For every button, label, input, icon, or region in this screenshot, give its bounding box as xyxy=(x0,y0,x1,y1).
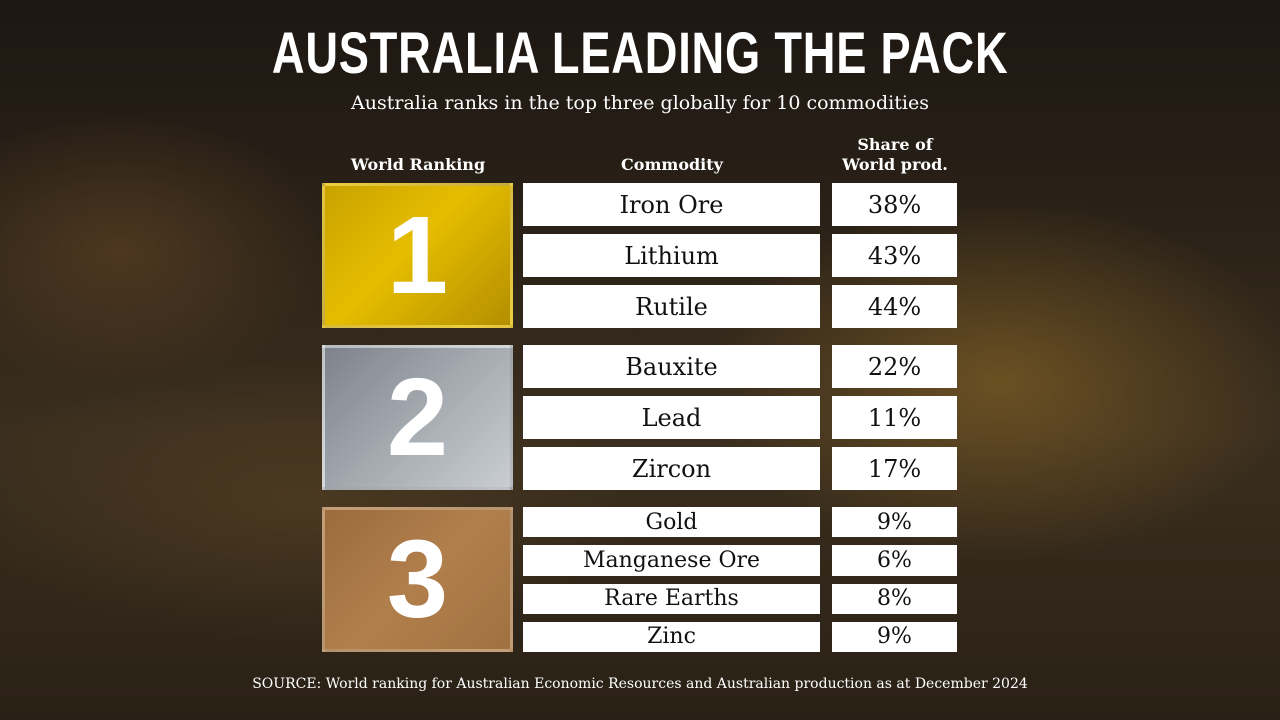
share-cell: 9% xyxy=(832,507,957,538)
commodity-cell: Rare Earths xyxy=(523,583,820,614)
subtitle: Australia ranks in the top three globall… xyxy=(351,92,929,114)
share-cell: 38% xyxy=(832,183,957,226)
rank-badge: 3 xyxy=(322,507,513,652)
column-header: World Ranking xyxy=(350,155,486,174)
commodity-cell: Bauxite xyxy=(523,345,820,388)
share-cell: 44% xyxy=(832,285,957,328)
title-text: AUSTRALIA LEADING THE PACK xyxy=(271,21,1009,86)
commodity-cell: Iron Ore xyxy=(523,183,820,226)
commodity-cell: Manganese Ore xyxy=(523,545,820,576)
commodity-cell: Gold xyxy=(523,507,820,538)
share-cell: 9% xyxy=(832,621,957,652)
commodity-cell: Zinc xyxy=(523,621,820,652)
share-cell: 17% xyxy=(832,447,957,490)
commodity-cell: Lithium xyxy=(523,234,820,277)
rank-badge: 2 xyxy=(322,345,513,490)
share-cell: 22% xyxy=(832,345,957,388)
share-cell: 43% xyxy=(832,234,957,277)
column-header: Share of World prod. xyxy=(842,135,948,174)
commodity-cell: Rutile xyxy=(523,285,820,328)
commodity-cell: Lead xyxy=(523,396,820,439)
source-note: SOURCE: World ranking for Australian Eco… xyxy=(252,676,1028,692)
share-cell: 8% xyxy=(832,583,957,614)
title: AUSTRALIA LEADING THE PACK xyxy=(0,22,1280,86)
column-header: Commodity xyxy=(621,155,723,174)
share-cell: 11% xyxy=(832,396,957,439)
share-cell: 6% xyxy=(832,545,957,576)
commodity-cell: Zircon xyxy=(523,447,820,490)
rank-badge: 1 xyxy=(322,183,513,328)
